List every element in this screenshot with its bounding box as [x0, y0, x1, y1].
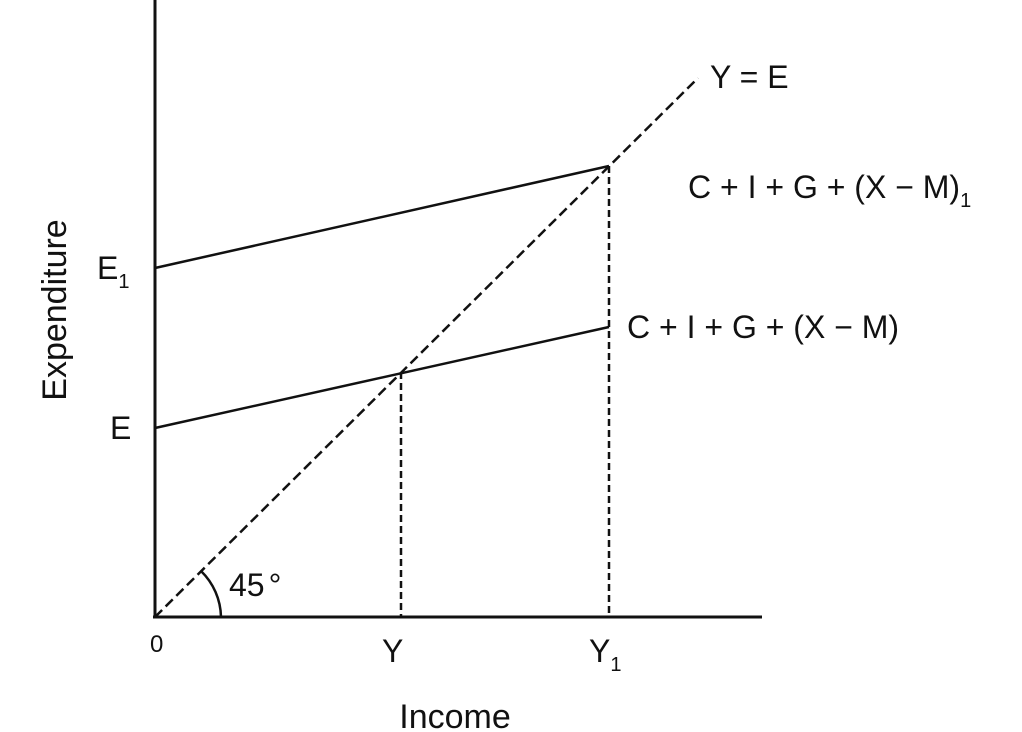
- y-equals-e-line: [154, 77, 699, 618]
- angle-unit: °: [269, 567, 282, 603]
- angle-value: 45: [229, 567, 265, 603]
- x-tick-y1-main: Y: [589, 633, 610, 669]
- y-tick-e1-main: E: [97, 250, 118, 286]
- angle-label: 45 °: [229, 567, 281, 603]
- y-axis-title: Expenditure: [36, 219, 74, 400]
- aggregate-expenditure-shifted-label: C + I + G + (X − M)1: [688, 169, 971, 212]
- y-tick-e1-sub: 1: [118, 271, 129, 293]
- aggregate-expenditure-shifted-line: [154, 164, 610, 270]
- x-tick-y1: Y1: [589, 633, 621, 676]
- angle-arc: [200, 570, 223, 618]
- x-axis-title: Income: [399, 698, 511, 732]
- y-tick-e-main: E: [110, 410, 131, 446]
- y-tick-e: E: [110, 410, 131, 446]
- aggregate-expenditure-shifted-sub: 1: [960, 190, 971, 212]
- x-tick-y-main: Y: [382, 633, 403, 669]
- x-tick-y: Y: [382, 633, 403, 669]
- origin-label: 0: [150, 631, 163, 658]
- y-tick-e1: E1: [97, 250, 129, 293]
- aggregate-expenditure-shifted-main: C + I + G + (X − M): [688, 169, 960, 205]
- aggregate-expenditure-line: [154, 325, 610, 430]
- y-equals-e-label: Y = E: [710, 59, 789, 95]
- aggregate-expenditure-label: C + I + G + (X − M): [627, 309, 899, 345]
- x-tick-y1-sub: 1: [610, 654, 621, 676]
